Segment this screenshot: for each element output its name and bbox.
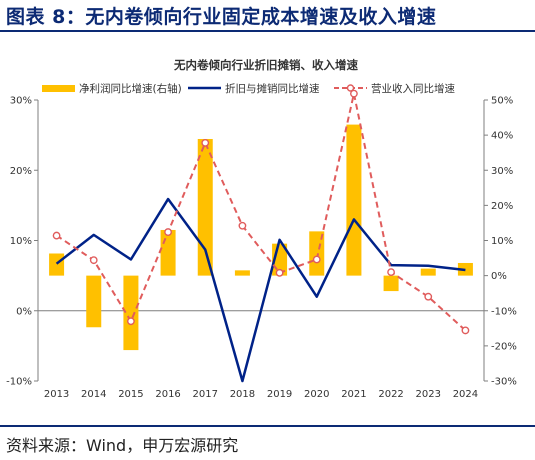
x-tick-label: 2019 <box>267 389 292 400</box>
source-note: 资料来源：Wind，申万宏源研究 <box>6 436 239 455</box>
point-revenue-growth <box>275 268 284 277</box>
bar-profit-growth <box>383 275 399 292</box>
line-revenue-growth <box>56 93 467 332</box>
page-title: 图表 8：无内卷倾向行业固定成本增速及收入增速 <box>6 6 437 28</box>
x-tick-label: 2015 <box>118 389 143 400</box>
x-tick-label: 2017 <box>193 389 218 400</box>
x-tick-label: 2021 <box>341 389 366 400</box>
point-revenue-growth <box>387 268 395 277</box>
point-revenue-growth <box>312 255 321 264</box>
x-tick-label: 2023 <box>416 389 441 400</box>
bar-profit-growth <box>309 231 325 276</box>
point-revenue-growth <box>89 256 98 265</box>
bar-profit-growth <box>160 229 176 276</box>
point-revenue-growth <box>52 231 61 240</box>
left-tick-label: 0% <box>16 306 32 317</box>
left-tick-label: 10% <box>10 236 32 247</box>
legend-label-depreciation: 折旧与摊销同比增速 <box>225 82 320 95</box>
bar-profit-growth <box>346 124 362 276</box>
left-tick-label: 30% <box>10 96 32 107</box>
point-revenue-growth <box>424 292 433 301</box>
right-tick-label: -10% <box>491 306 517 317</box>
bar-profit-growth <box>234 270 250 276</box>
legend: 净利润同比增速(右轴) 折旧与摊销同比增速 营业收入同比增速 <box>42 82 455 95</box>
right-tick-label: 30% <box>491 166 513 177</box>
x-tick-label: 2022 <box>378 389 403 400</box>
header-rule <box>0 30 535 32</box>
left-tick-label: -10% <box>6 377 32 388</box>
right-tick-label: 40% <box>491 131 513 142</box>
legend-label-revenue: 营业收入同比增速 <box>371 82 455 95</box>
x-tick-label: 2018 <box>230 389 255 400</box>
x-tick-label: 2016 <box>155 389 180 400</box>
x-tick-label: 2024 <box>453 389 478 400</box>
right-tick-label: 20% <box>491 201 513 212</box>
chart-title: 无内卷倾向行业折旧摊销、收入增速 <box>173 58 358 72</box>
right-tick-label: -20% <box>491 341 517 352</box>
bar-profit-growth <box>49 253 65 276</box>
point-revenue-growth <box>127 317 135 326</box>
right-tick-label: -30% <box>491 377 517 388</box>
bar-profit-growth <box>123 275 139 351</box>
right-tick-label: 10% <box>491 236 513 247</box>
point-revenue-growth <box>461 326 470 335</box>
bar-profit-growth <box>86 275 102 328</box>
bar-profit-growth <box>197 138 213 276</box>
footer-rule <box>0 425 535 427</box>
bar-profit-growth <box>420 268 436 276</box>
left-tick-label: 20% <box>10 166 32 177</box>
x-tick-label: 2020 <box>304 389 329 400</box>
point-revenue-growth <box>201 138 210 147</box>
point-revenue-growth <box>238 221 247 230</box>
right-tick-label: 50% <box>491 96 513 107</box>
point-revenue-growth <box>350 89 358 98</box>
point-revenue-growth <box>164 228 172 236</box>
legend-swatch-bar <box>42 85 75 92</box>
legend-swatch-revenue-marker <box>346 84 355 92</box>
x-tick-label: 2013 <box>44 389 69 400</box>
legend-label-profit: 净利润同比增速(右轴) <box>79 82 182 95</box>
chart: 无内卷倾向行业折旧摊销、收入增速 净利润同比增速(右轴) 折旧与摊销同比增速 营… <box>6 58 517 400</box>
right-tick-label: 0% <box>491 271 507 282</box>
line-depreciation-growth <box>55 197 466 383</box>
x-tick-label: 2014 <box>81 389 106 400</box>
